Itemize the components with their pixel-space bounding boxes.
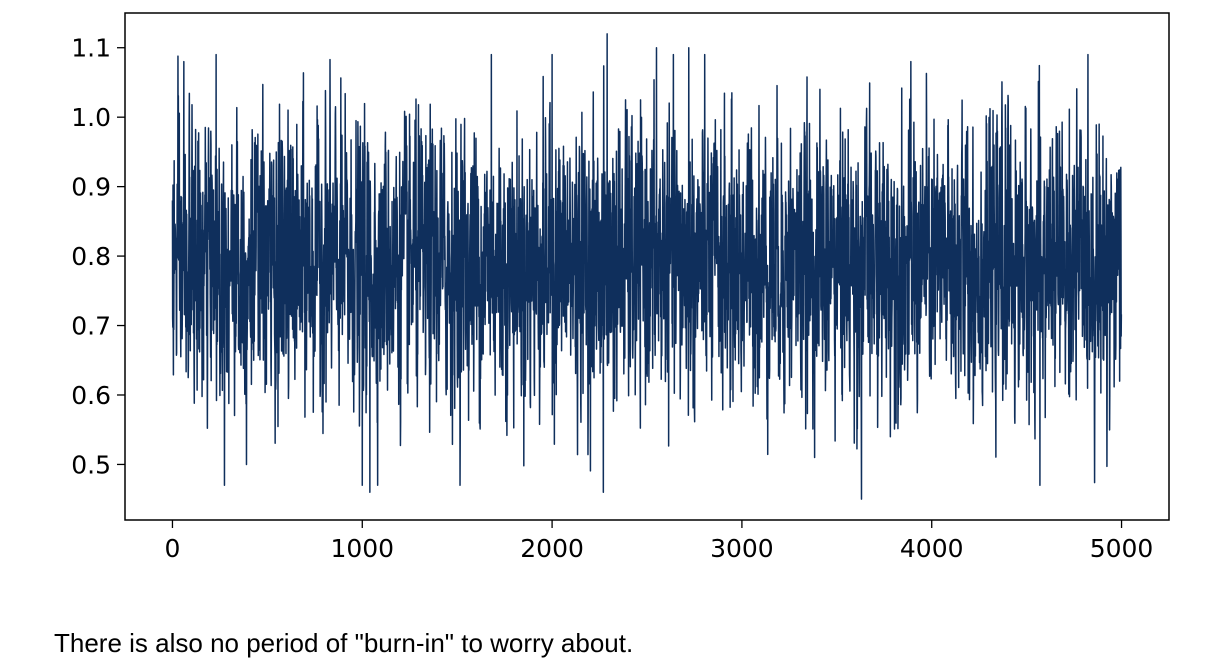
y-tick-label: 0.8 (71, 242, 111, 271)
x-tick-label: 2000 (520, 534, 584, 563)
y-tick-label: 0.5 (71, 450, 111, 479)
y-tick-label: 1.0 (71, 103, 111, 132)
x-tick-label: 1000 (330, 534, 394, 563)
y-tick-label: 0.7 (71, 312, 111, 341)
x-axis: 0 1000 2000 3000 4000 5000 (165, 520, 1154, 563)
caption-text: There is also no period of "burn-in" to … (54, 628, 634, 658)
y-tick-label: 0.9 (71, 173, 111, 202)
series-line (171, 33, 1123, 500)
y-axis: 0.5 0.6 0.7 0.8 0.9 1.0 1.1 (71, 34, 125, 479)
series-group (171, 33, 1123, 500)
x-tick-label: 0 (165, 534, 181, 563)
x-tick-label: 5000 (1090, 534, 1154, 563)
plot-frame (124, 12, 1170, 521)
x-tick-label: 4000 (900, 534, 964, 563)
y-tick-label: 0.6 (71, 381, 111, 410)
y-tick-label: 1.1 (71, 34, 111, 63)
x-tick-label: 3000 (710, 534, 774, 563)
trace-plot: 0 1000 2000 3000 4000 5000 0.5 0.6 0.7 0.8 0.9 1.0… (71, 12, 1170, 563)
